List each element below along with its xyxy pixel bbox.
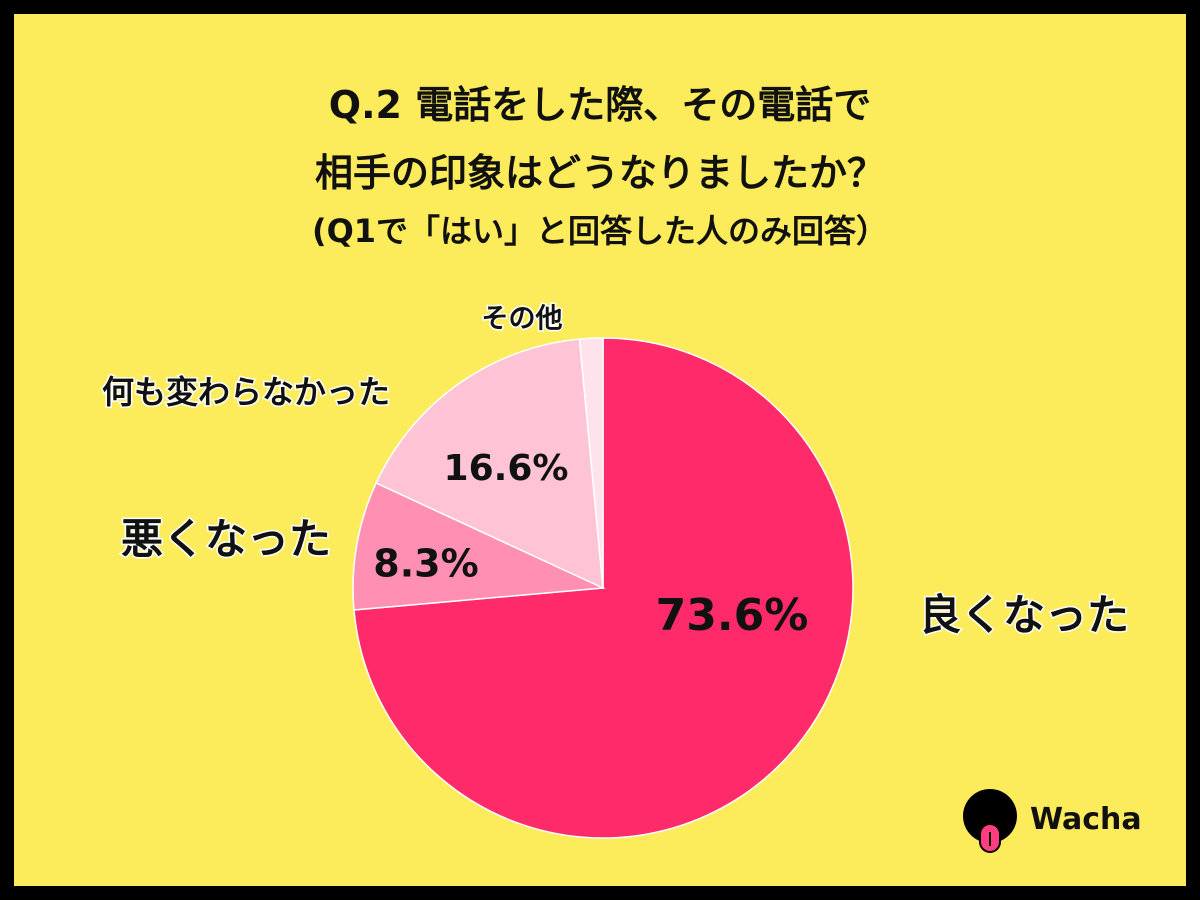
- pie-chart: 良くなった 悪くなった 何も変わらなかった その他 73.6% 8.3% 16.6%: [100, 302, 1131, 839]
- value-label-bad: 8.3%: [373, 542, 478, 586]
- chart-title-line-2: 相手の印象はどうなりましたか？: [314, 151, 885, 195]
- wacha-logo: Wacha: [956, 786, 1156, 856]
- logo-face-icon: [963, 789, 1017, 853]
- chart-title-line-3: (Q1で「はい」と回答した人のみ回答）: [311, 212, 889, 250]
- value-label-unchanged: 16.6%: [444, 448, 569, 489]
- chart-title-line-1: Q.2 電話をした際、その電話で: [328, 83, 872, 127]
- pie-slice-other: [578, 337, 604, 589]
- category-label-other: その他: [482, 304, 563, 335]
- logo-text: Wacha: [1030, 802, 1142, 837]
- category-label-bad: 悪くなった: [121, 515, 331, 564]
- pie-slice-bad: [352, 481, 606, 611]
- category-label-unchanged: 何も変わらなかった: [102, 373, 390, 411]
- pie-slices: [352, 337, 854, 839]
- pie-labels: 良くなった 悪くなった 何も変わらなかった その他 73.6% 8.3% 16.6%: [100, 302, 1130, 641]
- value-label-good: 73.6%: [656, 590, 809, 641]
- category-label-good: 良くなった: [919, 591, 1129, 640]
- chart-canvas: Q.2 電話をした際、その電話で 相手の印象はどうなりましたか？ (Q1で「はい…: [14, 14, 1186, 886]
- pie-slice-unchanged: [375, 338, 604, 590]
